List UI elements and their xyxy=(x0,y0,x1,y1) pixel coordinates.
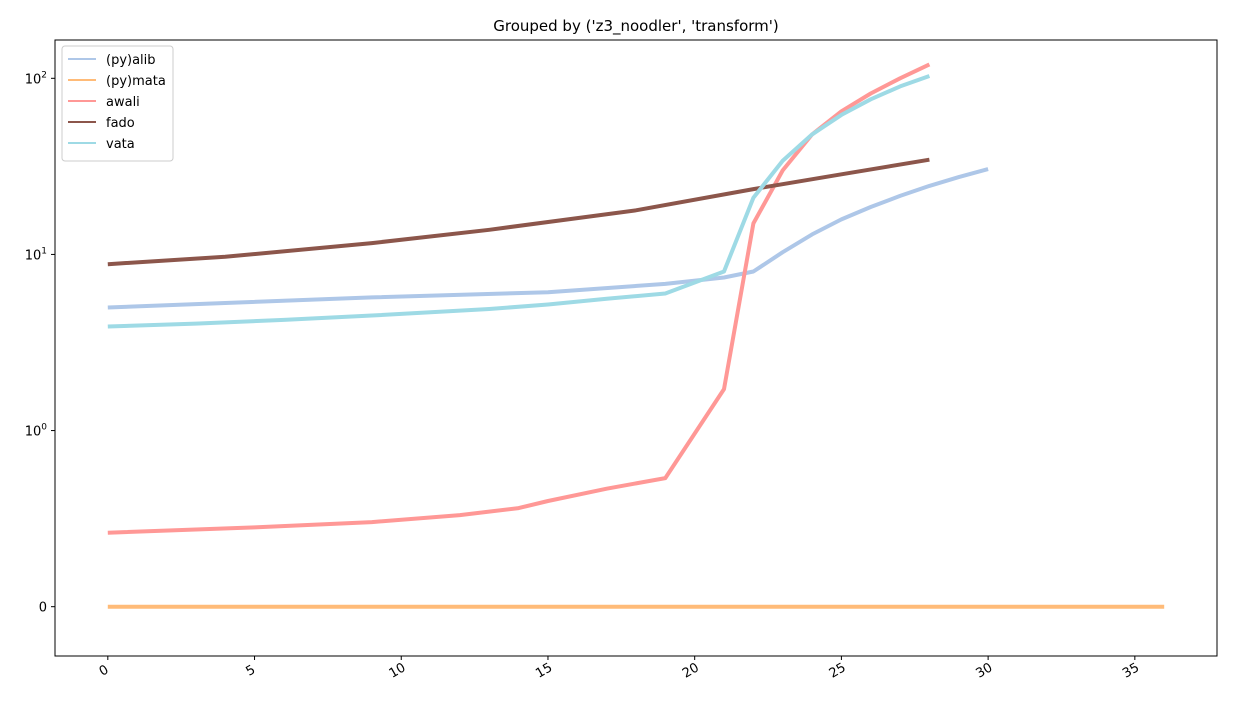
x-tick-label: 30 xyxy=(973,660,995,681)
legend-label: (py)alib xyxy=(106,53,156,68)
x-tick-label: 10 xyxy=(387,660,409,681)
legend-label: (py)mata xyxy=(106,74,166,89)
chart-title: Grouped by ('z3_noodler', 'transform') xyxy=(493,17,778,36)
x-tick-label: 35 xyxy=(1120,660,1142,681)
legend-box xyxy=(61,45,174,162)
x-tick-label: 25 xyxy=(827,660,849,681)
y-tick-label: 100 xyxy=(25,423,48,440)
y-tick-label: 0 xyxy=(39,601,47,616)
series-line-3 xyxy=(107,157,930,267)
series-line-2 xyxy=(107,62,931,535)
x-tick-label: 20 xyxy=(680,660,702,681)
series-line-0 xyxy=(107,167,989,310)
legend-label: awali xyxy=(106,95,140,110)
x-tick-label: 15 xyxy=(533,660,555,681)
legend-label: vata xyxy=(106,137,135,152)
series-layer xyxy=(107,62,1165,609)
y-tick-label: 101 xyxy=(25,246,47,263)
plot-frame xyxy=(54,39,1218,657)
legend: (py)alib (py)mata awali fado vata xyxy=(61,45,174,162)
y-tick-label: 102 xyxy=(25,70,47,87)
legend-label: fado xyxy=(106,116,135,131)
series-line-4 xyxy=(107,74,931,329)
